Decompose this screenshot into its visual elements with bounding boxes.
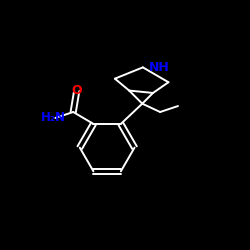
Text: H₂N: H₂N bbox=[40, 112, 66, 124]
Text: O: O bbox=[72, 84, 82, 97]
Text: NH: NH bbox=[149, 61, 170, 74]
